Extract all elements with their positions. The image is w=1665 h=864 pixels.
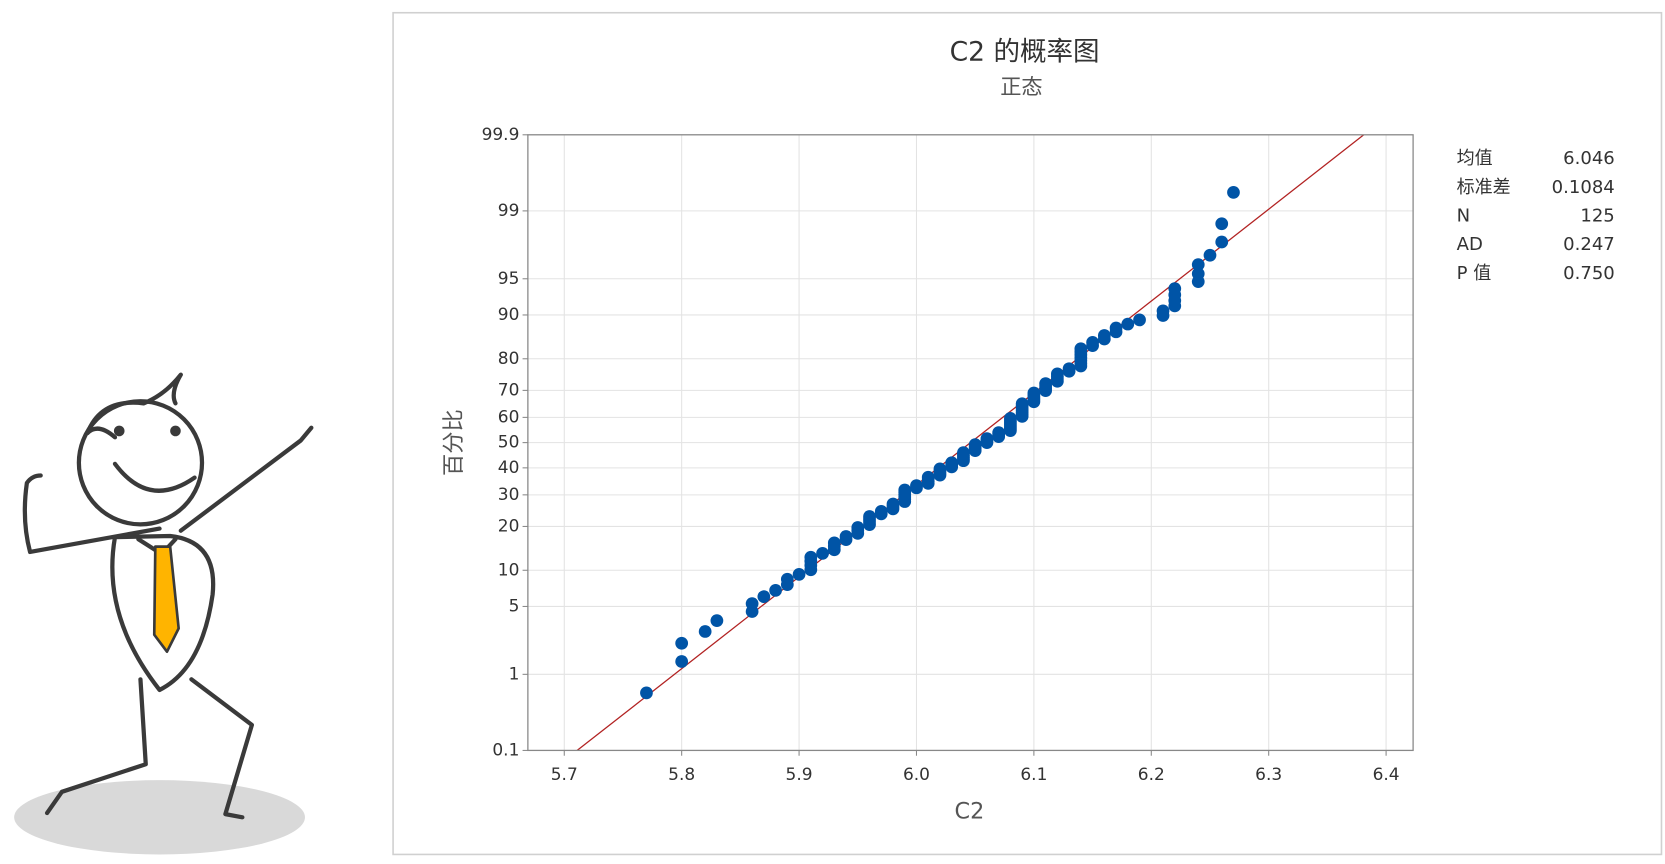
stat-label: 均值 bbox=[1457, 148, 1493, 169]
data-point bbox=[1191, 267, 1205, 281]
y-tick-label: 5 bbox=[509, 596, 520, 616]
x-tick-label: 5.7 bbox=[551, 765, 578, 785]
y-tick-label: 60 bbox=[498, 407, 520, 427]
data-point bbox=[675, 636, 689, 650]
data-point bbox=[757, 590, 771, 604]
data-point bbox=[980, 432, 994, 445]
data-point bbox=[816, 547, 829, 560]
chart-frame bbox=[392, 11, 1663, 856]
data-point bbox=[1168, 282, 1182, 295]
data-point bbox=[780, 572, 794, 586]
x-tick-label: 6.0 bbox=[903, 765, 930, 785]
y-tick-label: 20 bbox=[498, 516, 520, 536]
stat-value: 0.247 bbox=[1563, 234, 1615, 255]
data-point bbox=[874, 505, 888, 518]
stat-value: 6.046 bbox=[1563, 148, 1615, 169]
data-point bbox=[1109, 321, 1123, 335]
stats: 均值 6.046 标准差 0.1084 N 125 AD 0.247 P 值 0.750 bbox=[1457, 148, 1615, 284]
data-point bbox=[769, 583, 782, 597]
chart-subtitle: 正态 bbox=[1000, 75, 1042, 100]
y-tick-label: 99 bbox=[498, 201, 520, 221]
data-point bbox=[640, 686, 653, 700]
y-tick-label: 50 bbox=[498, 433, 520, 453]
x-tick-label: 6.2 bbox=[1138, 765, 1165, 785]
stat-label: 标准差 bbox=[1457, 177, 1511, 198]
chart-title: C2 的概率图 bbox=[950, 37, 1100, 68]
data-point bbox=[1215, 217, 1229, 231]
data-point bbox=[851, 521, 865, 534]
x-tick-label: 6.3 bbox=[1255, 765, 1282, 785]
marks bbox=[576, 134, 1365, 751]
data-point bbox=[1086, 335, 1099, 349]
data-point bbox=[1004, 412, 1017, 425]
y-tick-label: 1 bbox=[509, 664, 520, 684]
data-point bbox=[1133, 313, 1146, 327]
data-point bbox=[945, 456, 959, 470]
data-point bbox=[968, 438, 982, 451]
x-tick-label: 5.8 bbox=[668, 765, 695, 785]
y-tick-label: 70 bbox=[498, 380, 520, 400]
data-point bbox=[910, 479, 923, 492]
data-point bbox=[1039, 377, 1052, 391]
data-point bbox=[1203, 248, 1217, 262]
data-point bbox=[1050, 367, 1064, 381]
data-point bbox=[1015, 397, 1029, 411]
data-point bbox=[1027, 386, 1041, 400]
data-point bbox=[1097, 329, 1111, 342]
data-point bbox=[804, 550, 818, 564]
data-point bbox=[921, 470, 935, 484]
y-axis-title: 百分比 bbox=[441, 409, 467, 476]
data-point bbox=[792, 567, 806, 581]
ticks: 0.1 1 5 10 20 30 40 50 60 70 80 90 95 99 99.9 5.7 5.8 5.9… bbox=[482, 125, 1400, 785]
stat-label: N bbox=[1457, 206, 1471, 227]
y-tick-label: 10 bbox=[498, 560, 520, 580]
stat-label: AD bbox=[1457, 234, 1483, 255]
cartoon bbox=[14, 372, 314, 855]
x-axis-title: C2 bbox=[955, 798, 985, 824]
y-tick-label: 40 bbox=[498, 458, 520, 478]
x-tick-label: 5.9 bbox=[786, 765, 813, 785]
data-point bbox=[710, 614, 724, 627]
data-point bbox=[1191, 258, 1205, 272]
data-point bbox=[1074, 342, 1088, 356]
plot-frame bbox=[527, 134, 1414, 752]
y-tick-label: 99.9 bbox=[482, 125, 520, 145]
data-point bbox=[698, 625, 712, 638]
y-tick-label: 80 bbox=[498, 349, 520, 369]
data-point bbox=[1121, 317, 1135, 331]
data-point bbox=[933, 462, 947, 476]
stat-value: 125 bbox=[1580, 206, 1614, 227]
data-point bbox=[745, 597, 759, 610]
y-tick-label: 30 bbox=[498, 485, 520, 505]
stat-value: 0.1084 bbox=[1552, 177, 1615, 198]
data-point bbox=[1215, 235, 1229, 249]
stat-value: 0.750 bbox=[1563, 263, 1615, 284]
x-tick-label: 6.4 bbox=[1373, 765, 1400, 785]
y-tick-label: 0.1 bbox=[492, 740, 519, 760]
y-tick-label: 90 bbox=[498, 305, 520, 325]
data-point bbox=[898, 483, 912, 497]
data-point bbox=[839, 530, 853, 543]
data-point bbox=[1227, 186, 1240, 199]
y-tick-label: 95 bbox=[498, 269, 520, 289]
data-point bbox=[886, 497, 900, 511]
data-point bbox=[1062, 362, 1076, 376]
data-point bbox=[827, 536, 841, 550]
data-point bbox=[992, 426, 1006, 439]
data-point bbox=[863, 510, 876, 523]
stat-label: P 值 bbox=[1457, 263, 1492, 284]
x-tick-label: 6.1 bbox=[1020, 765, 1047, 785]
data-point bbox=[675, 655, 689, 668]
data-point bbox=[957, 446, 970, 459]
data-point bbox=[1156, 304, 1170, 318]
